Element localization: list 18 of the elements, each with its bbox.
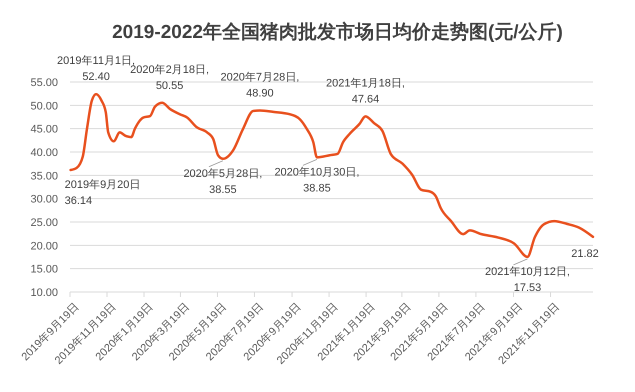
y-tick-label: 50.00: [30, 100, 58, 112]
annotation: 2021年1月18日, 47.64: [326, 77, 405, 106]
y-tick-label: 55.00: [30, 77, 58, 89]
y-tick-label: 25.00: [30, 217, 58, 229]
annotation: 2020年10月30日, 38.85: [274, 166, 360, 194]
annotation: 2020年7月28日, 48.90: [220, 71, 300, 100]
chart-title: 2019-2022年全国猪肉批发市场日均价走势图(元/公斤): [112, 21, 563, 43]
y-tick-label: 35.00: [30, 170, 58, 182]
annotation: 2021年10月12日, 17.53: [484, 266, 570, 294]
y-tick-label: 15.00: [30, 264, 58, 276]
y-tick-label: 20.00: [30, 240, 58, 252]
y-tick-label: 10.00: [30, 287, 58, 299]
y-tick-label: 40.00: [30, 147, 58, 159]
annotation: 2019年9月20日 36.14: [64, 179, 140, 208]
y-tick-label: 45.00: [30, 124, 58, 136]
annotation: 2020年5月28日, 38.55: [183, 168, 262, 196]
annotation: 21.82: [571, 248, 599, 260]
y-tick-label: 30.00: [30, 194, 58, 206]
